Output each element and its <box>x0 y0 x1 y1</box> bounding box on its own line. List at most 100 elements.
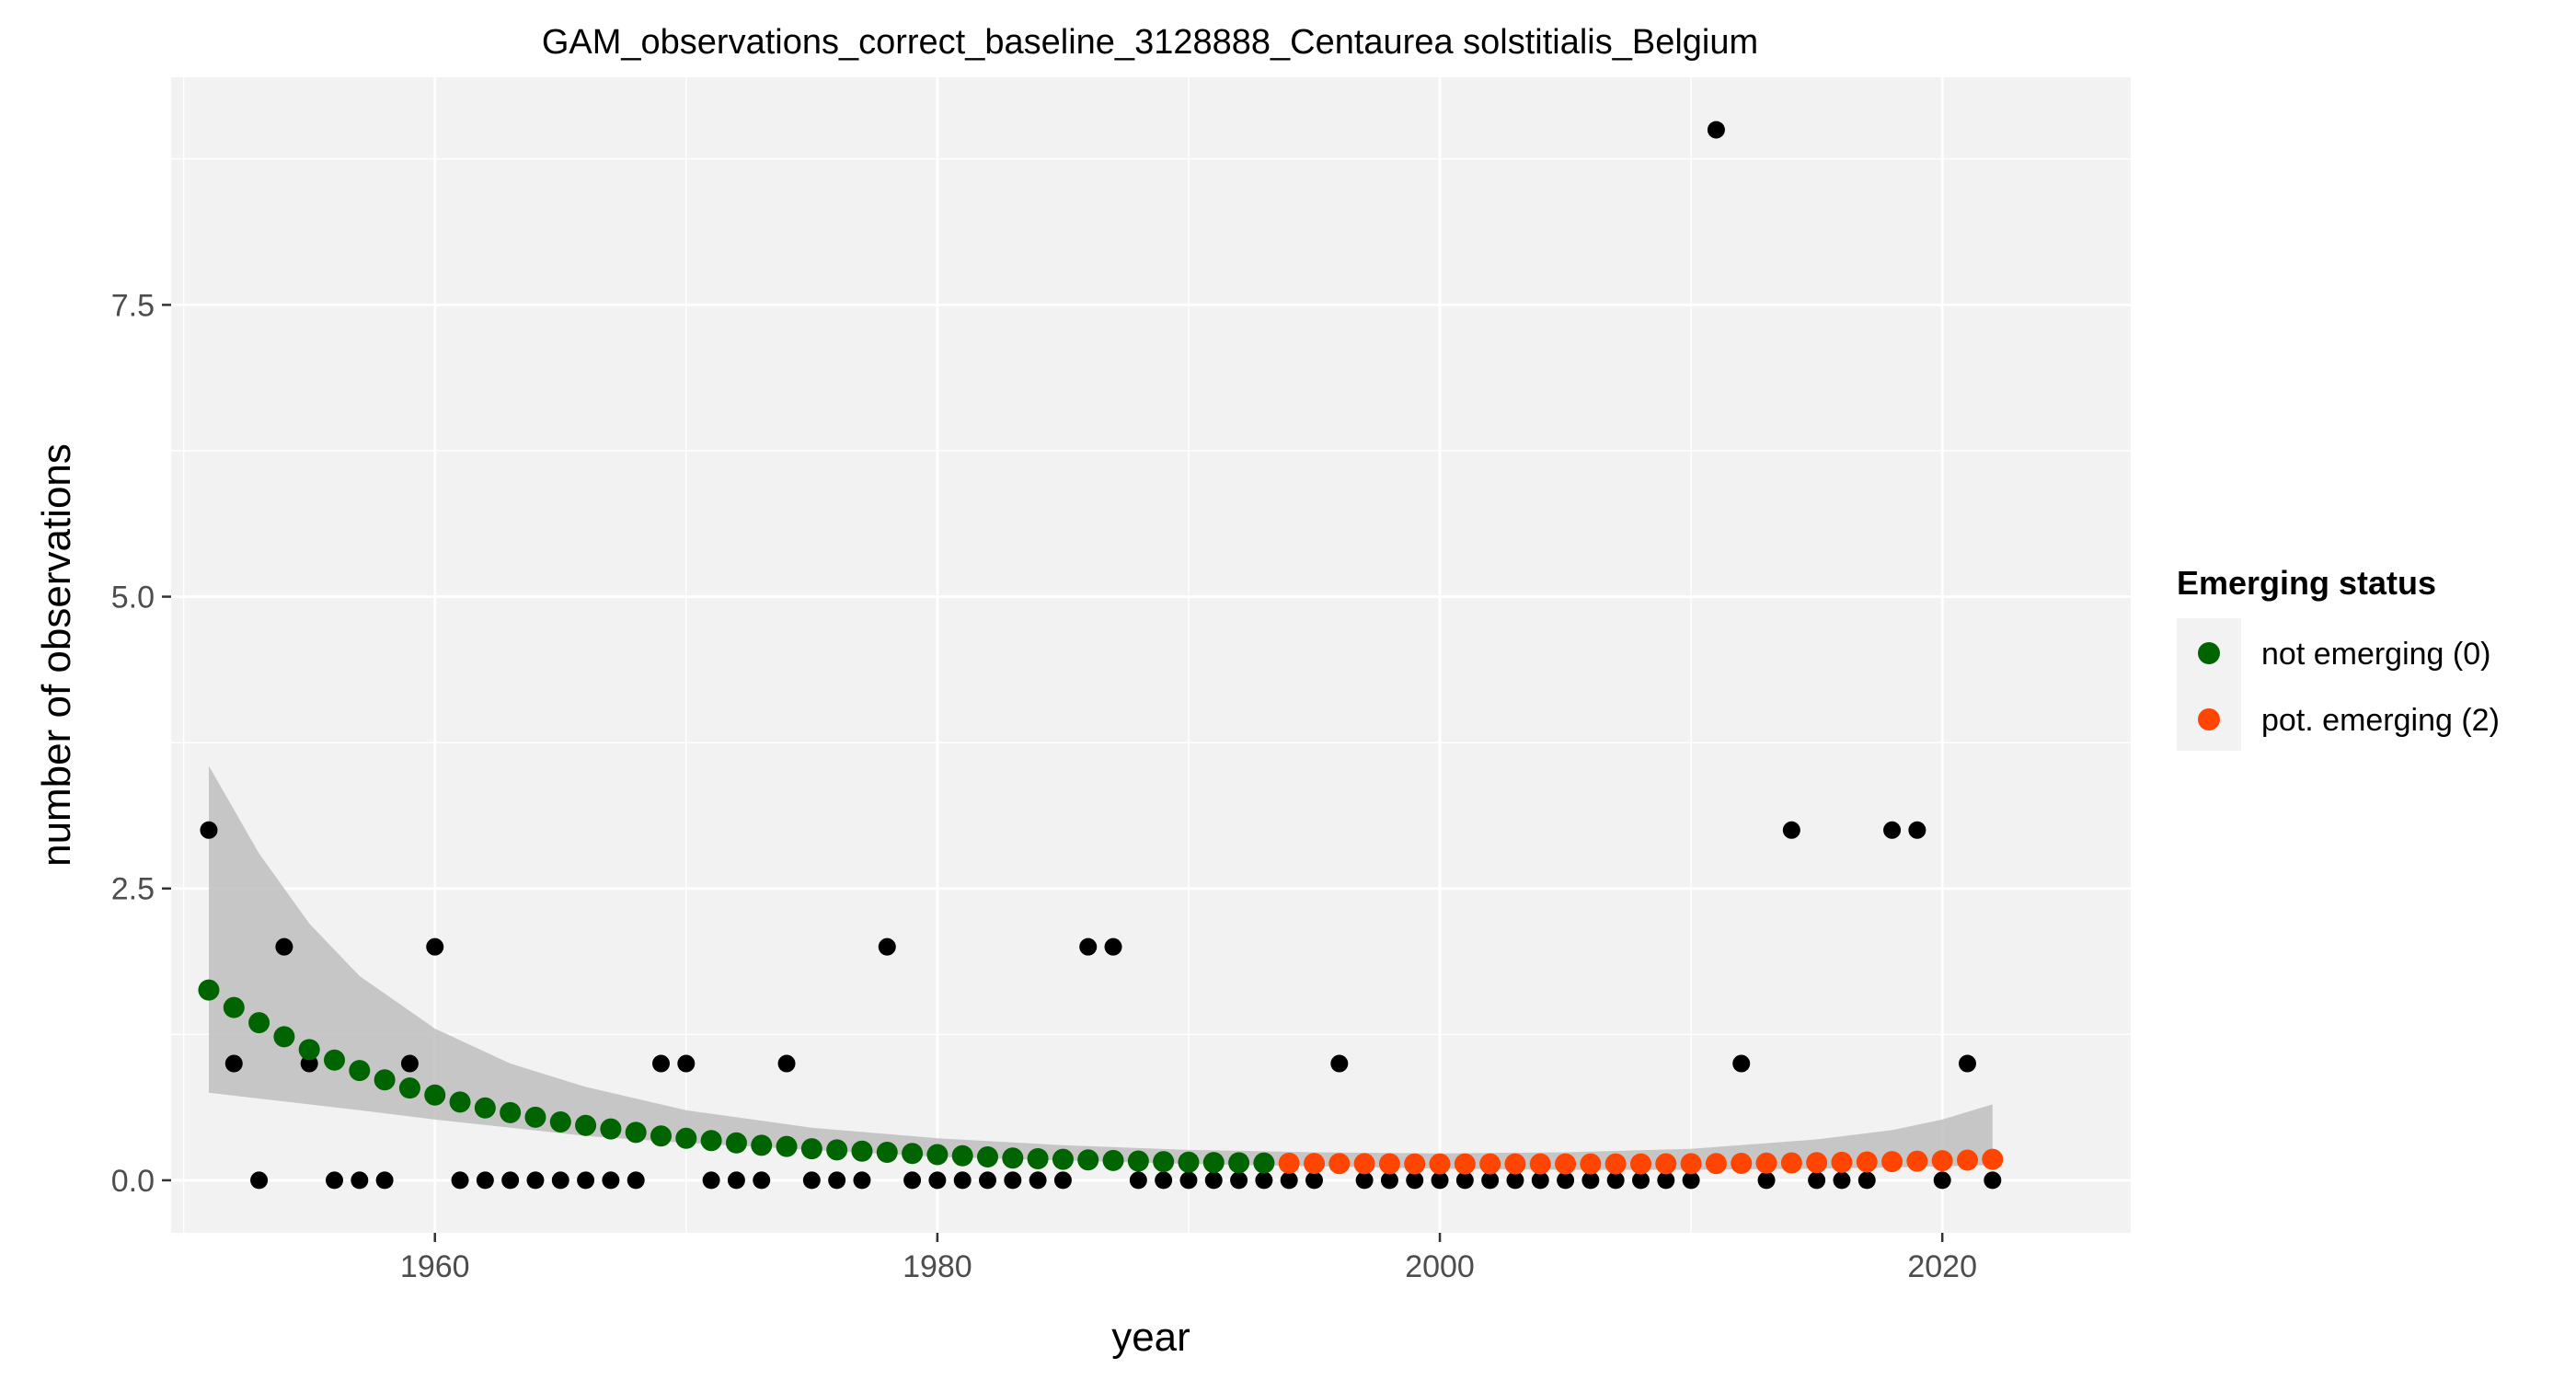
observation-point <box>1004 1171 1022 1190</box>
observation-point <box>727 1171 745 1190</box>
fit-point-pot-emerging <box>1680 1153 1702 1175</box>
observation-point <box>928 1171 947 1190</box>
observation-point <box>1029 1171 1047 1190</box>
observation-point <box>1857 1171 1876 1190</box>
observation-point <box>501 1171 520 1190</box>
fit-point-pot-emerging <box>1529 1153 1551 1175</box>
chart-title: GAM_observations_correct_baseline_312888… <box>542 23 1758 62</box>
fit-point-pot-emerging <box>1555 1153 1577 1175</box>
observation-point <box>1380 1171 1398 1190</box>
observation-point <box>1481 1171 1500 1190</box>
fit-point-pot-emerging <box>1780 1152 1802 1174</box>
fit-point-not-emerging <box>549 1110 571 1133</box>
observation-point <box>853 1171 871 1190</box>
fit-point-not-emerging <box>700 1130 722 1152</box>
observation-point <box>1531 1171 1549 1190</box>
fit-point-pot-emerging <box>1328 1153 1351 1175</box>
fit-point-not-emerging <box>1202 1152 1225 1174</box>
observation-point <box>1808 1171 1826 1190</box>
observation-point <box>1557 1171 1575 1190</box>
observation-point <box>677 1054 696 1073</box>
observation-point <box>326 1171 343 1190</box>
observation-point <box>1104 937 1122 956</box>
y-axis-title: number of observations <box>34 443 79 867</box>
observation-point <box>979 1171 996 1190</box>
fit-point-pot-emerging <box>1731 1153 1753 1175</box>
legend-label-pot-emerging: pot. emerging (2) <box>2261 703 2500 738</box>
legend: Emerging status not emerging (0) pot. em… <box>2177 564 2500 751</box>
observation-point <box>1230 1171 1248 1190</box>
observation-point <box>1431 1171 1449 1190</box>
fit-point-not-emerging <box>751 1134 773 1156</box>
observation-point <box>1406 1171 1424 1190</box>
legend-key-pot-emerging <box>2198 708 2220 730</box>
fit-point-pot-emerging <box>1906 1150 1928 1172</box>
y-tick-label: 7.5 <box>111 288 155 323</box>
fit-point-pot-emerging <box>1755 1152 1777 1174</box>
observation-point <box>1682 1171 1700 1190</box>
fit-point-pot-emerging <box>1479 1153 1501 1175</box>
fit-point-not-emerging <box>575 1114 597 1136</box>
fit-point-pot-emerging <box>1881 1151 1903 1173</box>
fitted-points <box>198 979 2004 1175</box>
observation-point <box>1782 821 1800 839</box>
fit-point-pot-emerging <box>1404 1153 1426 1175</box>
observation-point <box>702 1171 720 1190</box>
observation-point <box>652 1054 670 1073</box>
observation-point <box>1506 1171 1524 1190</box>
fit-point-pot-emerging <box>1604 1153 1627 1175</box>
fit-point-not-emerging <box>1127 1150 1149 1172</box>
observation-point <box>1833 1171 1851 1190</box>
fit-point-pot-emerging <box>1655 1153 1677 1175</box>
fit-point-not-emerging <box>600 1118 622 1140</box>
fit-point-pot-emerging <box>1831 1151 1853 1173</box>
fit-point-not-emerging <box>474 1097 496 1119</box>
observation-point <box>1732 1054 1751 1073</box>
x-tick-label: 2020 <box>1907 1249 1977 1284</box>
fit-point-pot-emerging <box>1806 1152 1828 1174</box>
fit-point-not-emerging <box>951 1144 973 1167</box>
observation-point <box>1984 1171 2002 1190</box>
gridlines <box>171 77 2131 1233</box>
observation-point <box>627 1171 645 1190</box>
legend-label-not-emerging: not emerging (0) <box>2261 637 2490 672</box>
x-tick-label: 1980 <box>903 1249 972 1284</box>
observation-point <box>1707 121 1725 139</box>
fit-point-pot-emerging <box>1931 1150 1953 1172</box>
observation-point <box>200 821 218 839</box>
fit-point-not-emerging <box>524 1106 546 1128</box>
fit-point-not-emerging <box>1228 1152 1250 1174</box>
fit-point-pot-emerging <box>1630 1153 1651 1175</box>
observation-point <box>1255 1171 1273 1190</box>
observation-point <box>878 937 896 956</box>
fit-point-pot-emerging <box>1429 1153 1451 1175</box>
observation-point <box>828 1171 846 1190</box>
fit-point-not-emerging <box>625 1121 647 1144</box>
fit-point-not-emerging <box>398 1077 420 1099</box>
observation-point <box>1883 821 1902 839</box>
fit-point-not-emerging <box>650 1125 672 1147</box>
observation-point <box>1757 1171 1776 1190</box>
fit-point-not-emerging <box>1002 1147 1024 1169</box>
observation-point <box>1959 1054 1976 1073</box>
fit-point-not-emerging <box>424 1084 446 1106</box>
observation-point <box>1280 1171 1298 1190</box>
fit-point-not-emerging <box>851 1140 873 1162</box>
observation-point <box>903 1171 922 1190</box>
observation-point <box>426 937 444 956</box>
fit-point-pot-emerging <box>1378 1153 1400 1175</box>
fit-point-not-emerging <box>1153 1151 1175 1173</box>
observation-point <box>1330 1054 1349 1073</box>
fit-point-not-emerging <box>349 1060 371 1082</box>
observation-point <box>1908 821 1926 839</box>
fit-point-pot-emerging <box>1504 1153 1526 1175</box>
observation-point <box>250 1171 269 1190</box>
fit-point-not-emerging <box>223 996 245 1018</box>
y-tick-label: 2.5 <box>111 872 155 907</box>
observation-point <box>1179 1171 1198 1190</box>
fit-point-not-emerging <box>902 1143 924 1165</box>
fit-point-not-emerging <box>926 1144 949 1166</box>
legend-key-not-emerging <box>2198 642 2220 664</box>
x-axis-title: year <box>1111 1315 1190 1360</box>
